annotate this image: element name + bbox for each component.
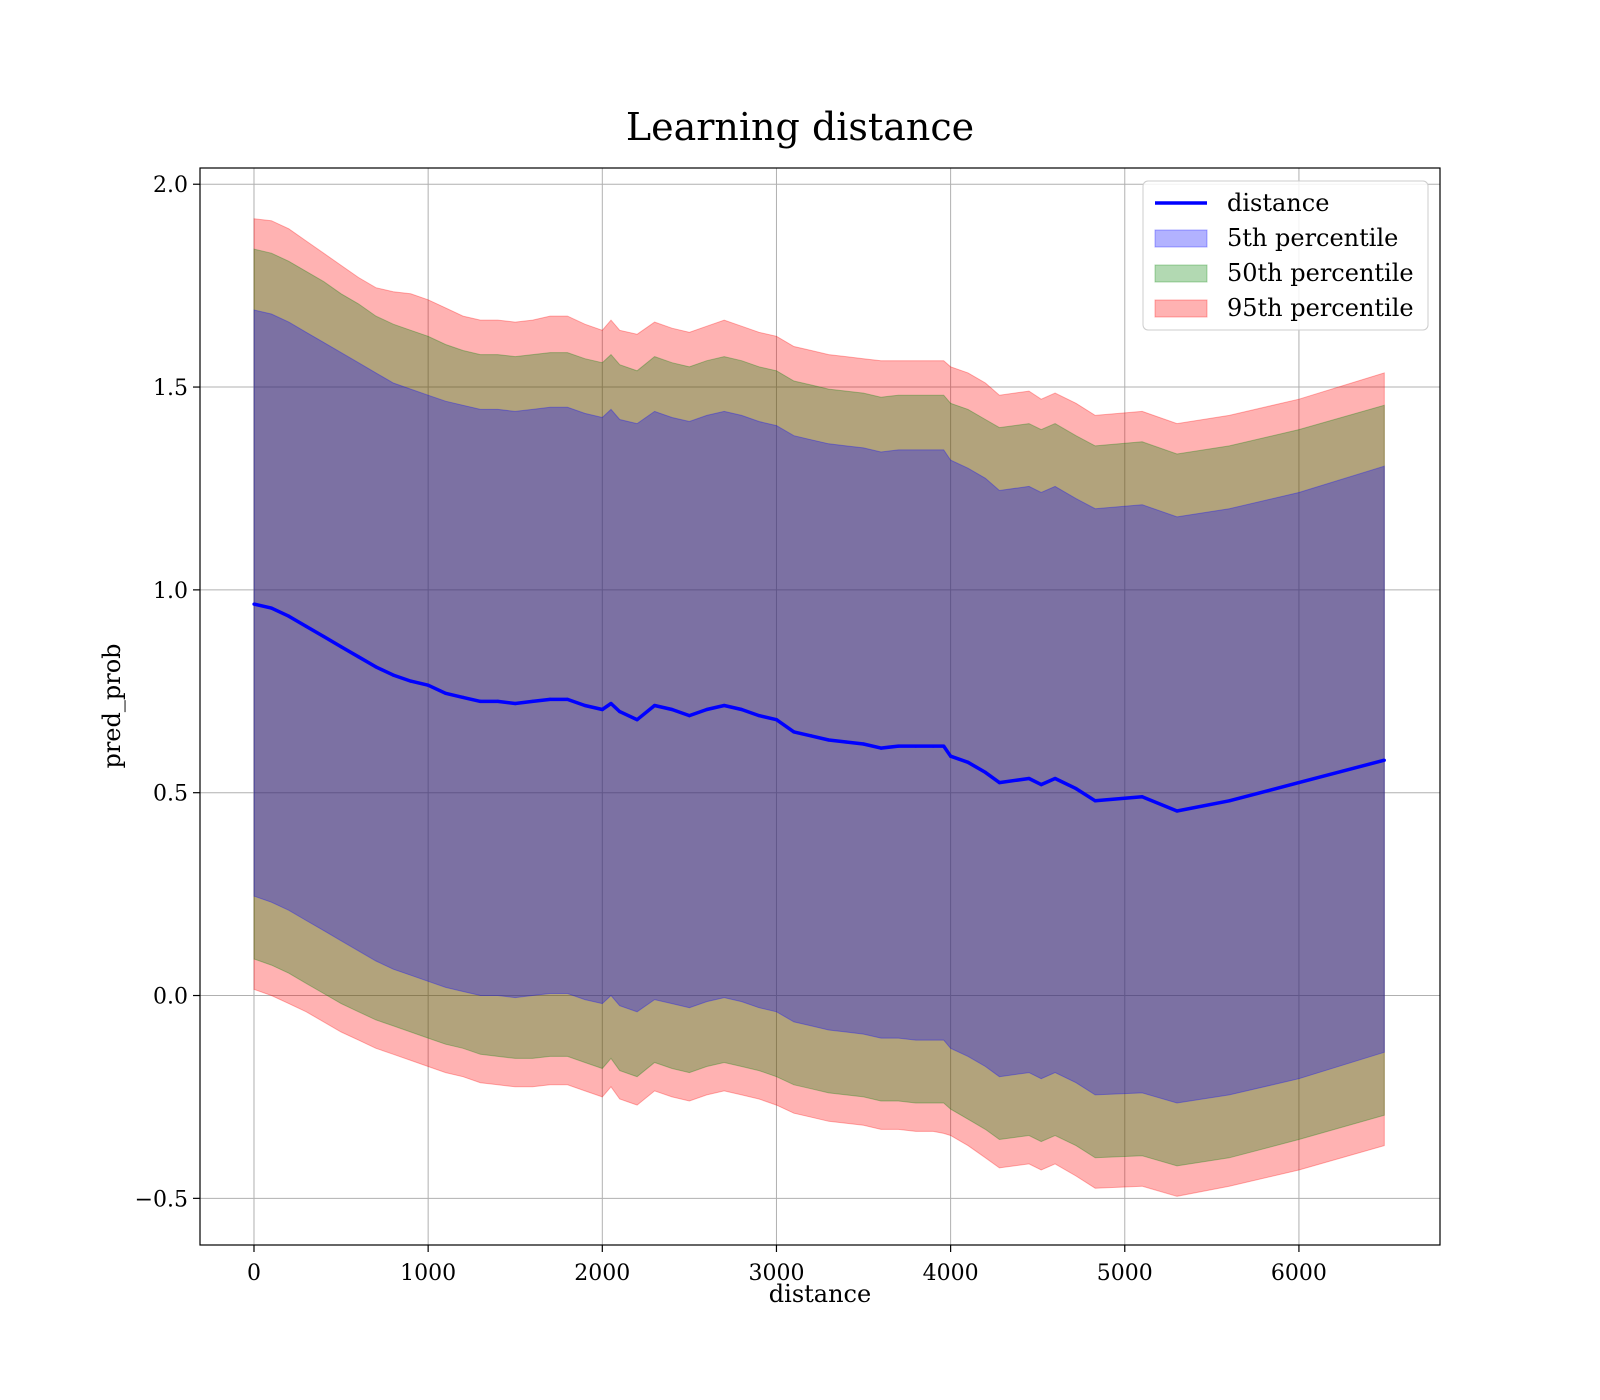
x-tick-label: 4000 [923,1261,979,1286]
data-point [409,679,413,683]
legend: distance 5th percentile 50th percentile 95t… [1142,180,1429,331]
data-point [827,738,831,742]
data-point [287,614,291,618]
data-point [966,760,970,764]
data-point [740,707,744,712]
data-point [478,699,482,704]
data-point [1039,783,1043,787]
data-point [942,744,946,748]
x-tick-label: 0 [247,1261,261,1286]
y-tick-label: 1.0 [153,579,188,604]
chart-title: Learning distance [626,105,974,149]
data-point [1227,799,1231,803]
data-point [496,699,500,704]
data-point [792,730,796,734]
data-point [1175,809,1179,813]
data-point [565,697,570,702]
data-point [513,701,517,706]
y-tick-label: 2.0 [153,173,188,198]
legend-swatch-patch [1154,264,1208,283]
data-point [670,707,674,712]
y-tick-label: 0.0 [153,985,188,1010]
band-95th-percentile [253,218,1385,1197]
data-point [444,691,448,695]
data-point [1074,787,1078,791]
data-point [949,754,953,758]
data-point [322,634,326,639]
data-point [914,744,918,748]
data-point [931,744,935,748]
y-tick-label: 0.5 [153,782,188,807]
legend-frame [1142,180,1429,331]
plot-frame [199,167,1441,1246]
legend-swatch-patch [1154,229,1208,248]
data-point [757,714,761,718]
data-point [1053,776,1057,781]
data-point [774,718,779,722]
data-point [983,770,988,775]
data-point [609,701,613,706]
data-point [722,703,726,708]
data-point [531,699,535,704]
data-point [809,734,813,738]
data-point [1027,776,1031,781]
data-point [461,695,465,700]
legend-label: distance [1227,189,1329,217]
data-point [1140,795,1144,799]
data-point [997,781,1002,785]
data-point [252,602,256,606]
legend-label: 95th percentile [1227,294,1414,322]
data-point [583,703,587,708]
data-point [374,665,378,669]
data-point [548,697,552,702]
x-tick-label: 5000 [1097,1261,1153,1286]
percentile-bands [253,218,1385,1197]
data-point [844,740,848,744]
data-point [618,710,622,714]
data-point [600,707,604,712]
y-tick-label: 1.5 [153,376,188,401]
x-tick-label: 6000 [1271,1261,1327,1286]
x-tick-label: 1000 [400,1261,456,1286]
legend-label: 50th percentile [1227,259,1414,287]
data-point [426,683,430,687]
legend-label: 5th percentile [1227,224,1398,252]
data-point [1093,799,1097,803]
data-point [1297,781,1301,785]
data-point [896,744,901,748]
y-tick-label: −0.5 [135,1187,188,1212]
series-line-distance [253,602,1385,813]
data-point [391,673,395,677]
data-point [653,703,657,708]
data-point [269,606,273,610]
line-series [252,602,1386,813]
axis-ticks: 0 1000 2000 3000 4000 5000 6000 −0.5 0.0 0.5 1.0 1.… [135,173,1327,1286]
band-50th-percentile [253,248,1385,1167]
legend-swatch-patch [1154,299,1208,318]
data-point [1382,758,1386,762]
y-axis-label: pred_prob [98,643,126,768]
band-5th-percentile [253,309,1385,1104]
data-point [861,742,866,746]
data-point [304,624,308,629]
data-point [339,645,343,649]
data-point [356,655,361,659]
data-point [635,718,639,722]
data-point [879,746,883,750]
data-point [705,707,709,712]
x-tick-label: 3000 [748,1261,804,1286]
x-axis-label: distance [769,1280,871,1308]
data-point [687,714,692,718]
x-tick-label: 2000 [574,1261,630,1286]
